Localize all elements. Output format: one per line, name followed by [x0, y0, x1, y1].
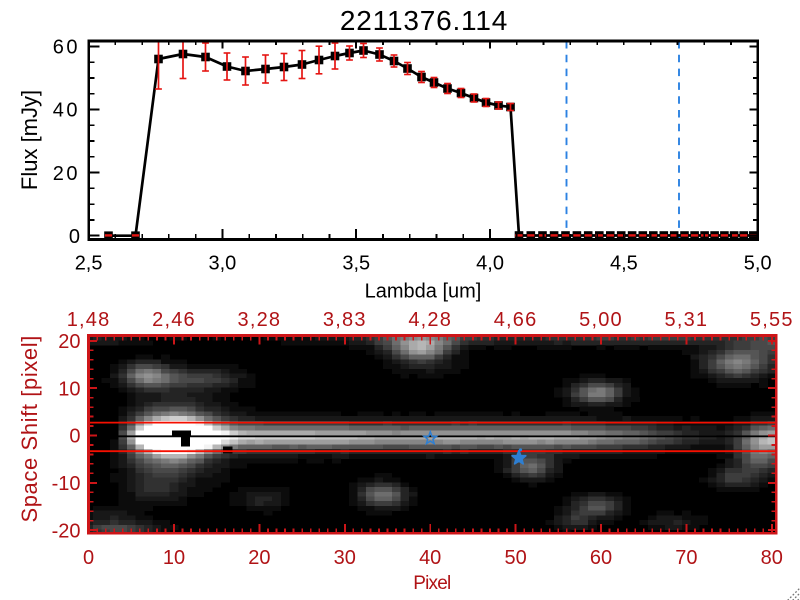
svg-text:70: 70	[675, 547, 697, 569]
svg-text:30: 30	[334, 547, 356, 569]
svg-text:-20: -20	[52, 520, 81, 542]
svg-text:60: 60	[590, 547, 612, 569]
svg-text:2,46: 2,46	[152, 309, 196, 331]
svg-text:4,5: 4,5	[610, 253, 638, 275]
svg-text:3,28: 3,28	[238, 309, 282, 331]
svg-text:50: 50	[504, 547, 526, 569]
svg-text:2211376.114: 2211376.114	[340, 5, 508, 36]
svg-text:3,83: 3,83	[323, 309, 367, 331]
svg-text:4,0: 4,0	[476, 253, 504, 275]
svg-text:80: 80	[761, 547, 783, 569]
svg-text:20: 20	[248, 547, 270, 569]
svg-text:5,55: 5,55	[750, 309, 794, 331]
svg-text:0: 0	[83, 547, 94, 569]
svg-text:40: 40	[53, 100, 80, 122]
svg-text:1,48: 1,48	[67, 309, 111, 331]
svg-text:Flux [mJy]: Flux [mJy]	[17, 90, 42, 190]
svg-text:0: 0	[69, 426, 80, 448]
svg-text:5,0: 5,0	[744, 253, 772, 275]
svg-text:5,31: 5,31	[665, 309, 709, 331]
svg-text:20: 20	[58, 331, 80, 353]
svg-text:40: 40	[419, 547, 441, 569]
svg-text:10: 10	[58, 378, 80, 400]
svg-text:3,5: 3,5	[342, 253, 370, 275]
svg-text:20: 20	[53, 163, 80, 185]
svg-text:-10: -10	[52, 473, 81, 495]
svg-text:Space Shift [pixel]: Space Shift [pixel]	[17, 335, 42, 523]
svg-text:10: 10	[163, 547, 185, 569]
svg-text:4,66: 4,66	[494, 309, 538, 331]
svg-text:4,28: 4,28	[408, 309, 452, 331]
svg-text:Lambda [um]: Lambda [um]	[365, 281, 482, 303]
svg-text:5,00: 5,00	[579, 309, 623, 331]
svg-text:Pixel: Pixel	[413, 573, 450, 594]
svg-text:60: 60	[53, 37, 80, 59]
svg-text:2,5: 2,5	[75, 253, 103, 275]
svg-text:0: 0	[69, 226, 80, 248]
svg-text:3,0: 3,0	[209, 253, 237, 275]
